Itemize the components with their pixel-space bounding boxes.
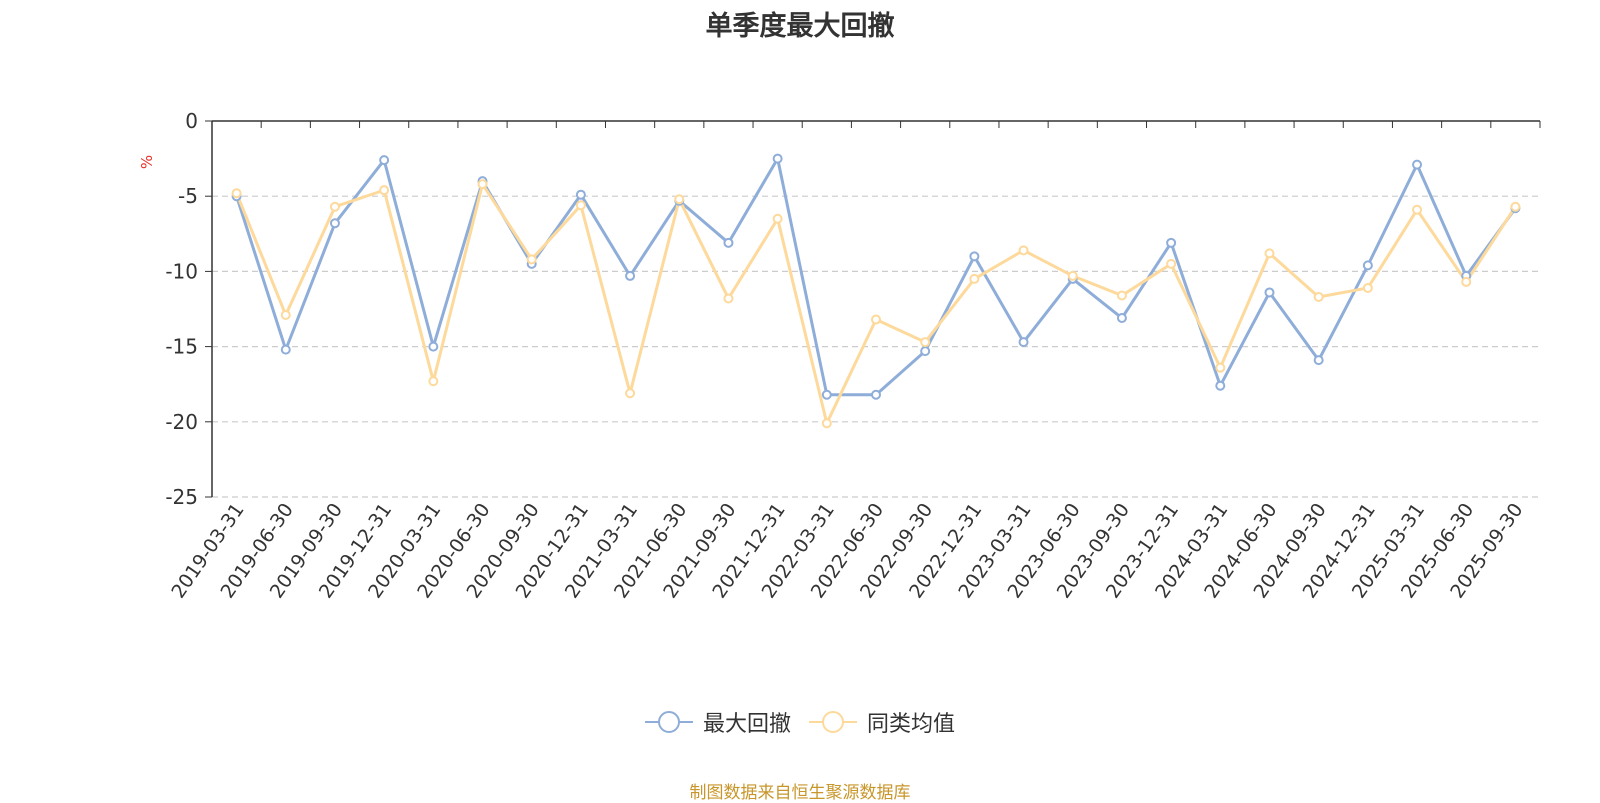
y-axis-label: % <box>138 155 156 169</box>
data-point-series-0[interactable] <box>871 389 881 400</box>
data-point-series-0[interactable] <box>821 389 832 400</box>
y-tick-label: -5 <box>178 184 198 208</box>
data-point-series-1[interactable] <box>1018 245 1029 256</box>
data-point-series-1[interactable] <box>231 188 242 199</box>
legend-marker-max-drawdown-icon <box>644 711 693 733</box>
data-point-series-1[interactable] <box>280 310 291 321</box>
data-point-series-1[interactable] <box>1116 290 1127 301</box>
y-tick-label: 0 <box>185 109 198 133</box>
data-point-series-0[interactable] <box>1166 237 1177 248</box>
data-point-series-1[interactable] <box>1067 270 1078 281</box>
legend-label-peer-average: 同类均值 <box>867 712 956 737</box>
legend-label-max-drawdown: 最大回撤 <box>702 712 791 737</box>
data-point-series-0[interactable] <box>280 344 291 355</box>
data-point-series-1[interactable] <box>674 194 685 205</box>
data-point-series-1[interactable] <box>1461 276 1472 287</box>
data-point-series-1[interactable] <box>920 337 931 348</box>
data-point-series-1[interactable] <box>1313 291 1324 302</box>
data-point-series-0[interactable] <box>772 153 783 164</box>
y-tick-label: -25 <box>165 485 198 509</box>
data-point-series-0[interactable] <box>379 155 390 166</box>
data-point-series-1[interactable] <box>1215 362 1226 373</box>
data-point-series-0[interactable] <box>723 237 734 248</box>
data-point-series-1[interactable] <box>329 201 340 212</box>
data-point-series-1[interactable] <box>1264 248 1275 259</box>
data-point-series-0[interactable] <box>1018 337 1029 348</box>
data-point-series-1[interactable] <box>428 376 439 387</box>
data-point-series-0[interactable] <box>1313 355 1324 366</box>
source-note: 制图数据来自恒生聚源数据库 <box>689 783 911 803</box>
data-point-series-1[interactable] <box>379 185 390 196</box>
data-point-series-0[interactable] <box>575 189 586 200</box>
data-point-series-0[interactable] <box>1215 380 1226 391</box>
data-point-series-1[interactable] <box>477 179 488 190</box>
y-tick-label: -15 <box>165 335 198 359</box>
data-point-series-0[interactable] <box>428 341 439 352</box>
y-tick-label: -10 <box>165 259 198 283</box>
data-point-series-1[interactable] <box>772 213 783 224</box>
data-point-series-0[interactable] <box>969 251 980 262</box>
data-point-series-1[interactable] <box>1412 204 1423 215</box>
data-point-series-1[interactable] <box>526 254 537 265</box>
data-point-series-0[interactable] <box>1362 260 1373 271</box>
data-point-series-1[interactable] <box>723 293 734 304</box>
data-point-series-0[interactable] <box>920 346 931 357</box>
data-point-series-1[interactable] <box>871 314 881 325</box>
y-tick-label: -20 <box>165 410 198 434</box>
data-point-series-1[interactable] <box>575 200 586 211</box>
data-point-series-0[interactable] <box>1412 159 1423 170</box>
data-point-series-1[interactable] <box>1166 258 1177 269</box>
series-line-1 <box>235 182 1517 425</box>
legend-item-max-drawdown[interactable]: 最大回撤 <box>644 706 791 738</box>
legend-marker-peer-average-icon <box>809 711 857 733</box>
chart-title: 单季度最大回撤 <box>705 11 895 42</box>
data-point-series-1[interactable] <box>821 418 832 429</box>
data-point-series-0[interactable] <box>625 270 636 281</box>
data-point-series-0[interactable] <box>1116 313 1127 324</box>
data-point-series-0[interactable] <box>1264 287 1275 298</box>
data-point-series-1[interactable] <box>1362 282 1373 293</box>
data-point-series-1[interactable] <box>625 388 636 399</box>
legend: 最大回撤 同类均值 <box>0 706 1600 738</box>
data-point-series-1[interactable] <box>1510 201 1521 212</box>
data-point-series-0[interactable] <box>329 218 340 229</box>
legend-item-peer-average[interactable]: 同类均值 <box>809 706 955 738</box>
data-point-series-1[interactable] <box>969 273 980 284</box>
